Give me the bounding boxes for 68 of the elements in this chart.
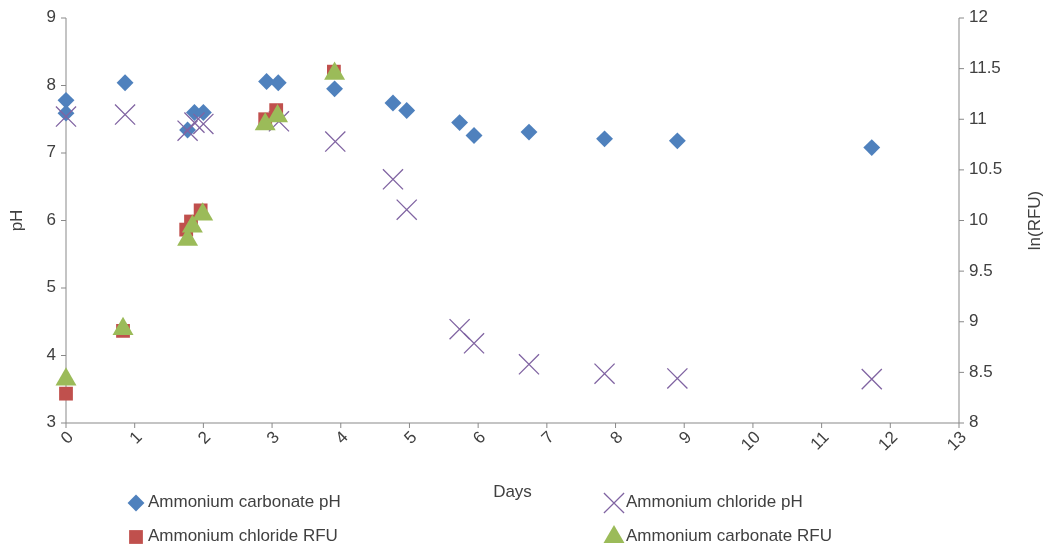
x-axis-title: Days xyxy=(493,482,532,501)
point xyxy=(267,104,289,123)
point xyxy=(861,368,883,390)
point xyxy=(448,318,471,340)
y2-tick-label: 10 xyxy=(969,209,988,229)
x-tick-label: 5 xyxy=(400,427,421,448)
point xyxy=(451,114,469,132)
point xyxy=(112,316,134,335)
y2-axis-title: ln(RFU) xyxy=(1025,190,1044,251)
point xyxy=(324,130,346,153)
point xyxy=(384,94,402,112)
y-tick-label: 4 xyxy=(46,344,56,364)
point xyxy=(463,332,485,355)
point xyxy=(465,127,483,144)
point xyxy=(863,139,881,157)
y2-tick-label: 9 xyxy=(969,311,979,331)
point xyxy=(520,123,538,141)
y-tick-label: 8 xyxy=(46,74,56,94)
point xyxy=(326,80,344,98)
legend-label: Ammonium chloride pH xyxy=(626,492,803,512)
point xyxy=(382,168,404,191)
y-tick-label: 9 xyxy=(46,7,56,27)
x-tick-label: 11 xyxy=(806,427,833,454)
y-tick-label: 5 xyxy=(46,277,56,297)
x-tick-label: 3 xyxy=(262,427,284,448)
legend-label: Ammonium carbonate RFU xyxy=(626,526,832,546)
legend-label: Ammonium carbonate pH xyxy=(148,492,341,512)
x-tick-label: 10 xyxy=(737,427,764,455)
x-tick-label: 6 xyxy=(469,427,490,448)
x-tick-label: 7 xyxy=(537,427,558,448)
point xyxy=(668,132,686,150)
y2-tick-label: 11 xyxy=(969,108,987,128)
point xyxy=(398,102,416,119)
x-tick-label: 12 xyxy=(874,427,902,455)
y2-tick-label: 9.5 xyxy=(969,260,993,280)
y-tick-label: 3 xyxy=(46,412,56,432)
point xyxy=(593,363,616,385)
y2-tick-label: 10.5 xyxy=(969,159,1003,179)
legend-label: Ammonium chloride RFU xyxy=(148,526,338,546)
y-axis-title: pH xyxy=(7,209,26,232)
y-tick-label: 6 xyxy=(46,209,56,229)
x-tick-label: 4 xyxy=(331,427,352,448)
y2-tick-label: 8 xyxy=(969,412,979,432)
x-tick-label: 9 xyxy=(675,427,696,448)
y2-tick-label: 12 xyxy=(969,7,988,27)
y2-tick-label: 8.5 xyxy=(969,361,993,381)
point xyxy=(666,367,689,390)
x-tick-label: 0 xyxy=(56,427,77,448)
point xyxy=(254,112,276,131)
point xyxy=(181,214,203,233)
point xyxy=(116,74,134,92)
point xyxy=(396,198,418,221)
x-tick-label: 2 xyxy=(194,427,215,448)
point xyxy=(55,367,77,386)
y2-tick-label: 11.5 xyxy=(969,58,1001,78)
point xyxy=(55,105,77,128)
point xyxy=(114,103,136,126)
x-tick-label: 13 xyxy=(943,427,970,455)
point xyxy=(518,353,540,375)
point xyxy=(192,202,214,221)
point xyxy=(183,111,206,134)
point xyxy=(269,74,287,92)
x-tick-label: 8 xyxy=(606,427,627,448)
point xyxy=(596,130,613,148)
y-tick-label: 7 xyxy=(46,142,56,162)
x-tick-label: 1 xyxy=(125,427,146,448)
point xyxy=(192,113,215,135)
point xyxy=(57,91,75,109)
